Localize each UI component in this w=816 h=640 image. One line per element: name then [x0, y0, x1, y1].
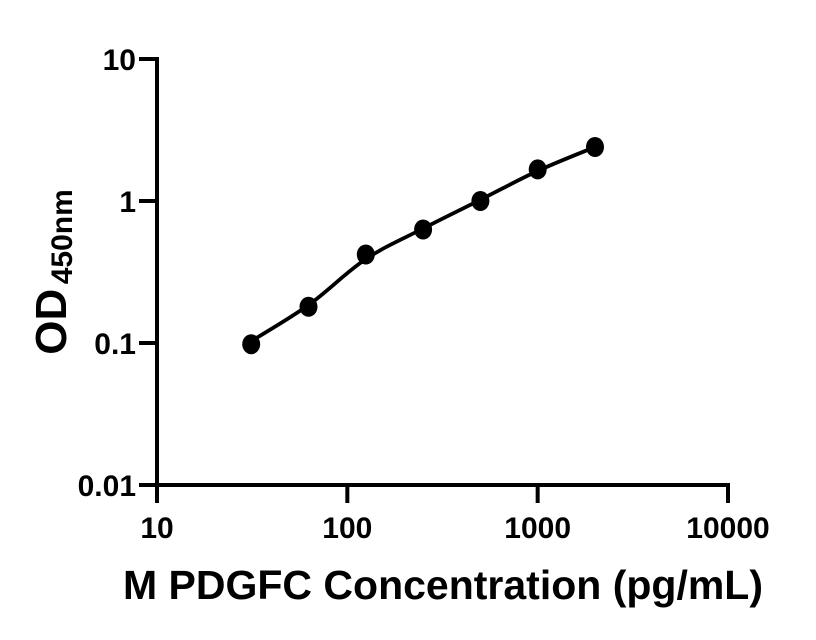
x-axis-ticks: 10 100 1000 10000 [140, 485, 770, 545]
y-tick-label: 1 [119, 186, 136, 219]
data-points-layer [242, 137, 604, 355]
data-point [356, 244, 375, 265]
y-tick-label: 0.1 [94, 328, 136, 361]
x-tick-label: 100 [322, 512, 372, 545]
x-axis-title: M PDGFC Concentration (pg/mL) [123, 562, 763, 608]
x-tick-label: 10 [140, 512, 173, 545]
y-tick-label: 10 [103, 44, 136, 77]
data-point [586, 137, 604, 157]
y-axis-title-main: OD [27, 289, 76, 355]
y-axis-ticks: 0.01 0.1 1 10 [78, 44, 157, 503]
x-tick-label: 10000 [686, 512, 769, 545]
data-point [414, 219, 433, 240]
y-axis-title-subscript: 450nm [46, 189, 79, 284]
y-tick-label: 0.01 [78, 470, 136, 503]
data-point [299, 296, 318, 317]
data-point [528, 159, 547, 180]
x-tick-label: 1000 [504, 512, 571, 545]
y-axis-title: OD 450nm [27, 189, 79, 355]
data-point [471, 191, 490, 211]
data-point [242, 334, 261, 355]
